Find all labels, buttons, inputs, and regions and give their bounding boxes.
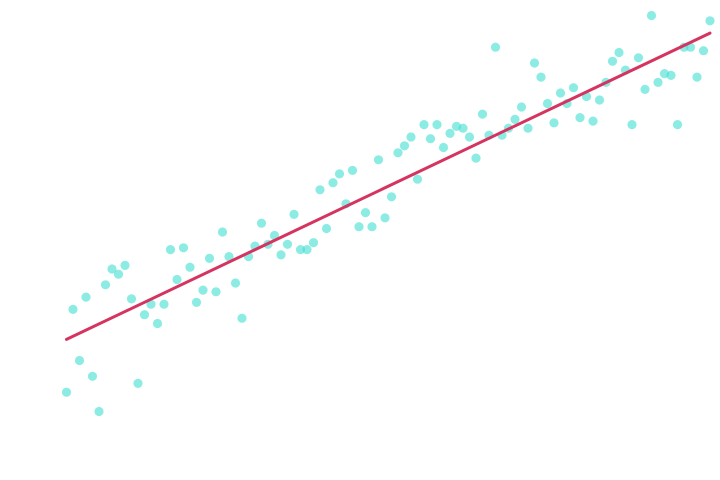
data-point xyxy=(347,165,358,175)
scatter-points xyxy=(61,10,715,417)
data-point xyxy=(640,84,650,94)
data-point xyxy=(295,245,306,255)
data-point xyxy=(224,252,234,262)
data-point xyxy=(705,16,715,26)
data-point xyxy=(198,285,208,295)
data-point xyxy=(523,123,533,133)
data-point xyxy=(237,313,247,323)
data-point xyxy=(698,46,709,56)
data-point xyxy=(516,102,527,112)
data-point xyxy=(627,120,637,130)
trend-line-layer xyxy=(65,31,712,341)
data-point xyxy=(211,287,221,297)
data-point xyxy=(315,185,325,195)
data-point xyxy=(113,269,124,279)
data-point xyxy=(412,174,423,184)
data-point xyxy=(334,169,345,179)
data-point xyxy=(94,406,104,417)
data-point xyxy=(529,58,540,68)
data-point xyxy=(87,371,98,381)
data-point xyxy=(126,294,137,304)
data-point xyxy=(61,387,72,397)
data-point xyxy=(302,245,312,255)
data-point xyxy=(191,297,202,307)
data-point xyxy=(653,77,663,87)
data-point xyxy=(185,262,195,272)
data-point xyxy=(425,134,436,144)
data-point xyxy=(367,222,377,232)
data-point xyxy=(373,155,384,165)
data-point xyxy=(328,178,338,188)
data-point xyxy=(633,53,644,63)
data-point xyxy=(68,304,78,314)
data-point xyxy=(471,153,481,163)
data-point xyxy=(230,278,241,288)
data-point xyxy=(490,42,501,52)
data-point xyxy=(172,274,182,285)
data-point xyxy=(100,280,111,290)
data-point xyxy=(386,192,397,202)
data-point xyxy=(549,118,559,128)
data-point xyxy=(399,141,410,151)
data-point xyxy=(107,264,117,274)
data-point xyxy=(282,239,293,249)
data-point xyxy=(380,213,390,223)
data-point xyxy=(594,95,605,105)
trend-line xyxy=(65,31,712,341)
data-point xyxy=(419,120,429,130)
data-point xyxy=(204,253,215,263)
data-point xyxy=(360,208,371,218)
data-point xyxy=(393,148,403,158)
data-point xyxy=(152,318,163,329)
data-point xyxy=(81,292,91,302)
data-point xyxy=(289,209,299,219)
data-point xyxy=(555,88,566,98)
data-point xyxy=(432,120,442,130)
data-point xyxy=(445,128,455,138)
data-point xyxy=(308,238,319,248)
data-point xyxy=(217,227,228,237)
data-point xyxy=(666,70,676,80)
data-point xyxy=(120,260,130,270)
data-point xyxy=(588,116,598,126)
data-point xyxy=(165,245,176,255)
data-point xyxy=(178,243,189,253)
data-point xyxy=(646,10,657,21)
data-point xyxy=(139,310,150,320)
data-point xyxy=(614,47,624,58)
data-point xyxy=(542,98,553,109)
data-point xyxy=(575,113,585,123)
data-point xyxy=(672,120,683,130)
data-point xyxy=(406,132,416,142)
data-point xyxy=(354,222,364,232)
data-point xyxy=(321,223,332,234)
data-point xyxy=(74,355,85,366)
data-point xyxy=(464,132,475,142)
data-point xyxy=(276,250,286,260)
data-point xyxy=(477,109,488,119)
data-point xyxy=(607,56,618,66)
data-point xyxy=(256,218,267,228)
data-point xyxy=(133,378,143,388)
data-point xyxy=(568,83,579,93)
data-point xyxy=(159,299,169,309)
data-point xyxy=(692,72,702,82)
data-point xyxy=(510,114,520,124)
data-point xyxy=(438,142,449,153)
data-point xyxy=(536,72,546,82)
data-point xyxy=(458,123,468,133)
